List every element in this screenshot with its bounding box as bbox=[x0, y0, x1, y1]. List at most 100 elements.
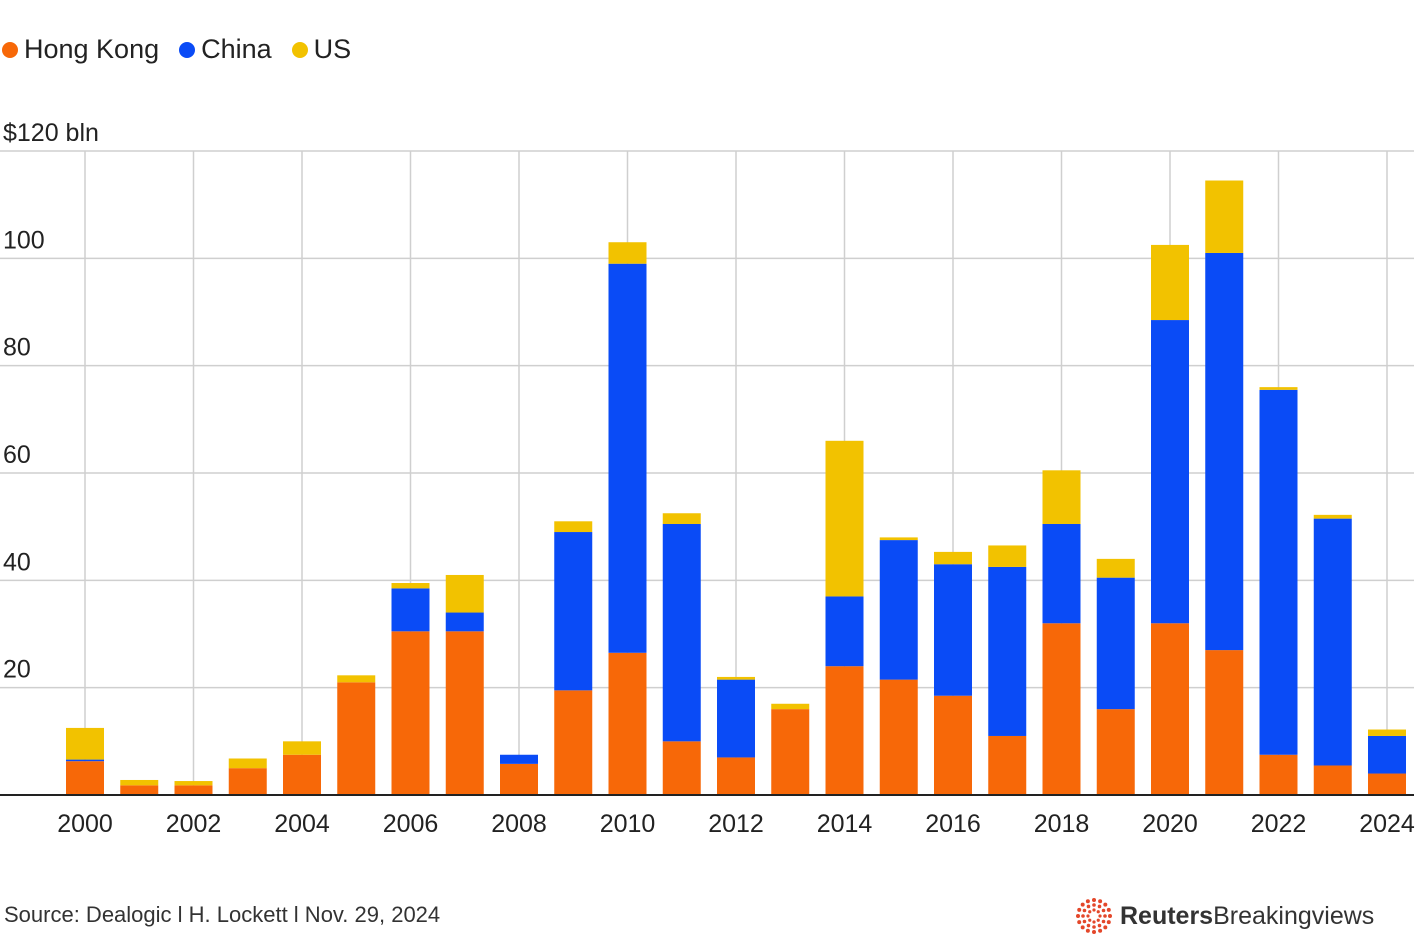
x-tick-label-2020: 2020 bbox=[1142, 810, 1198, 838]
x-tick-label-2010: 2010 bbox=[600, 810, 656, 838]
bar-2019-hong-kong bbox=[1096, 709, 1135, 795]
bar-2011-china bbox=[662, 523, 701, 742]
bar-2011-hong-kong bbox=[662, 741, 701, 795]
x-tick-label-2022: 2022 bbox=[1251, 810, 1307, 838]
brand-breakingviews: Breakingviews bbox=[1213, 901, 1375, 930]
legend-item-china: China bbox=[179, 34, 272, 65]
legend-item-us: US bbox=[291, 34, 352, 65]
bar-2001-us bbox=[120, 779, 159, 786]
bar-2013-hong-kong bbox=[771, 709, 810, 795]
bar-2006-us bbox=[391, 583, 430, 589]
legend-dot-us bbox=[291, 41, 308, 58]
bar-2000-hong-kong bbox=[66, 761, 104, 795]
brand-reuters: Reuters bbox=[1120, 901, 1214, 930]
legend-label-us: US bbox=[313, 34, 352, 64]
brand-dot bbox=[1106, 907, 1111, 912]
brand-dot bbox=[1088, 910, 1092, 914]
y-tick-label-60: 60 bbox=[3, 441, 31, 469]
brand-dot bbox=[1086, 914, 1090, 918]
y-tick-label-80: 80 bbox=[3, 334, 31, 362]
y-tick-label-120: $120 bln bbox=[3, 119, 99, 147]
reuters-dots-icon bbox=[1076, 898, 1112, 934]
bar-2023-hong-kong bbox=[1313, 765, 1352, 795]
bar-2014-china bbox=[825, 596, 864, 667]
bar-2020-us bbox=[1151, 244, 1189, 321]
brand-dot bbox=[1077, 920, 1082, 925]
bar-2018-china bbox=[1042, 523, 1081, 624]
brand-dot bbox=[1077, 907, 1082, 912]
bar-2021-hong-kong bbox=[1205, 650, 1244, 795]
bar-2019-us bbox=[1096, 558, 1135, 578]
legend-dot-hong-kong bbox=[2, 41, 18, 58]
bar-2015-hong-kong bbox=[879, 679, 918, 795]
brand-dot bbox=[1082, 919, 1087, 924]
brand-dot bbox=[1092, 930, 1096, 934]
bar-2015-china bbox=[879, 540, 918, 680]
x-tick-label-2014: 2014 bbox=[817, 810, 873, 838]
x-tick-label-2024: 2024 bbox=[1359, 810, 1415, 838]
bar-2020-china bbox=[1151, 320, 1189, 624]
bar-2006-hong-kong bbox=[391, 631, 430, 795]
source-note: Source: Dealogic l H. Lockett l Nov. 29,… bbox=[4, 902, 441, 927]
bar-2020-hong-kong bbox=[1151, 623, 1189, 795]
brand-dot bbox=[1098, 914, 1102, 918]
bar-2003-us bbox=[228, 758, 267, 769]
x-tick-label-2012: 2012 bbox=[708, 810, 764, 838]
bar-2016-china bbox=[934, 564, 972, 696]
bar-2017-us bbox=[988, 545, 1027, 567]
bar-2002-hong-kong bbox=[174, 785, 213, 795]
brand-dot bbox=[1103, 914, 1107, 918]
bar-2004-hong-kong bbox=[283, 754, 321, 795]
bar-2010-us bbox=[608, 242, 647, 264]
brand-dot bbox=[1096, 918, 1100, 922]
brand-dot bbox=[1101, 919, 1106, 924]
bar-2024-hong-kong bbox=[1368, 773, 1406, 795]
brand-dot bbox=[1081, 914, 1085, 918]
bar-2023-us bbox=[1313, 514, 1352, 519]
bar-2007-hong-kong bbox=[445, 631, 484, 795]
bar-2001-hong-kong bbox=[120, 785, 159, 795]
bar-2016-hong-kong bbox=[934, 695, 972, 795]
brand-dot bbox=[1103, 925, 1108, 930]
legend: Hong Kong China US bbox=[2, 34, 351, 65]
bar-2013-us bbox=[771, 703, 810, 710]
x-tick-label-2018: 2018 bbox=[1034, 810, 1090, 838]
bar-2007-us bbox=[445, 574, 484, 613]
stacked-bar-chart: $120 bln 100 80 60 40 20 2000 2002 2004 2006 2008… bbox=[0, 119, 1415, 838]
bar-2009-hong-kong bbox=[554, 690, 593, 795]
bar-2005-hong-kong bbox=[337, 682, 376, 795]
bar-2002-us bbox=[174, 781, 213, 786]
bar-2006-china bbox=[391, 588, 430, 632]
bar-2014-hong-kong bbox=[825, 666, 864, 795]
brand-dot bbox=[1101, 908, 1106, 913]
bar-2018-hong-kong bbox=[1042, 623, 1081, 795]
brand-dot bbox=[1086, 904, 1091, 909]
bar-2007-china bbox=[445, 612, 484, 632]
bar-2023-china bbox=[1313, 518, 1352, 766]
brand-dot bbox=[1097, 904, 1102, 909]
bar-2000-us bbox=[66, 727, 104, 760]
brand-dot bbox=[1092, 903, 1096, 907]
bar-2016-us bbox=[934, 551, 972, 565]
brand-dot bbox=[1106, 920, 1111, 925]
bar-2010-hong-kong bbox=[608, 652, 647, 795]
bar-2021-china bbox=[1205, 252, 1244, 651]
brand-dot bbox=[1092, 908, 1096, 912]
brand-dot bbox=[1108, 914, 1112, 918]
y-tick-label-100: 100 bbox=[3, 226, 45, 254]
bar-2008-china bbox=[500, 754, 538, 764]
bar-2017-hong-kong bbox=[988, 735, 1027, 795]
bar-2022-us bbox=[1259, 387, 1298, 390]
legend-label-china: China bbox=[201, 34, 272, 64]
brand-dot bbox=[1103, 902, 1108, 907]
brand-dot bbox=[1082, 908, 1087, 913]
bar-2014-us bbox=[825, 440, 864, 597]
bars bbox=[66, 180, 1406, 795]
bar-2022-hong-kong bbox=[1259, 754, 1298, 795]
bar-2019-china bbox=[1096, 577, 1135, 710]
bar-2010-china bbox=[608, 263, 647, 653]
legend-label-hong-kong: Hong Kong bbox=[24, 34, 160, 64]
brand-dot bbox=[1080, 925, 1085, 930]
brand-dot bbox=[1096, 910, 1100, 914]
x-tick-label-2002: 2002 bbox=[166, 810, 222, 838]
